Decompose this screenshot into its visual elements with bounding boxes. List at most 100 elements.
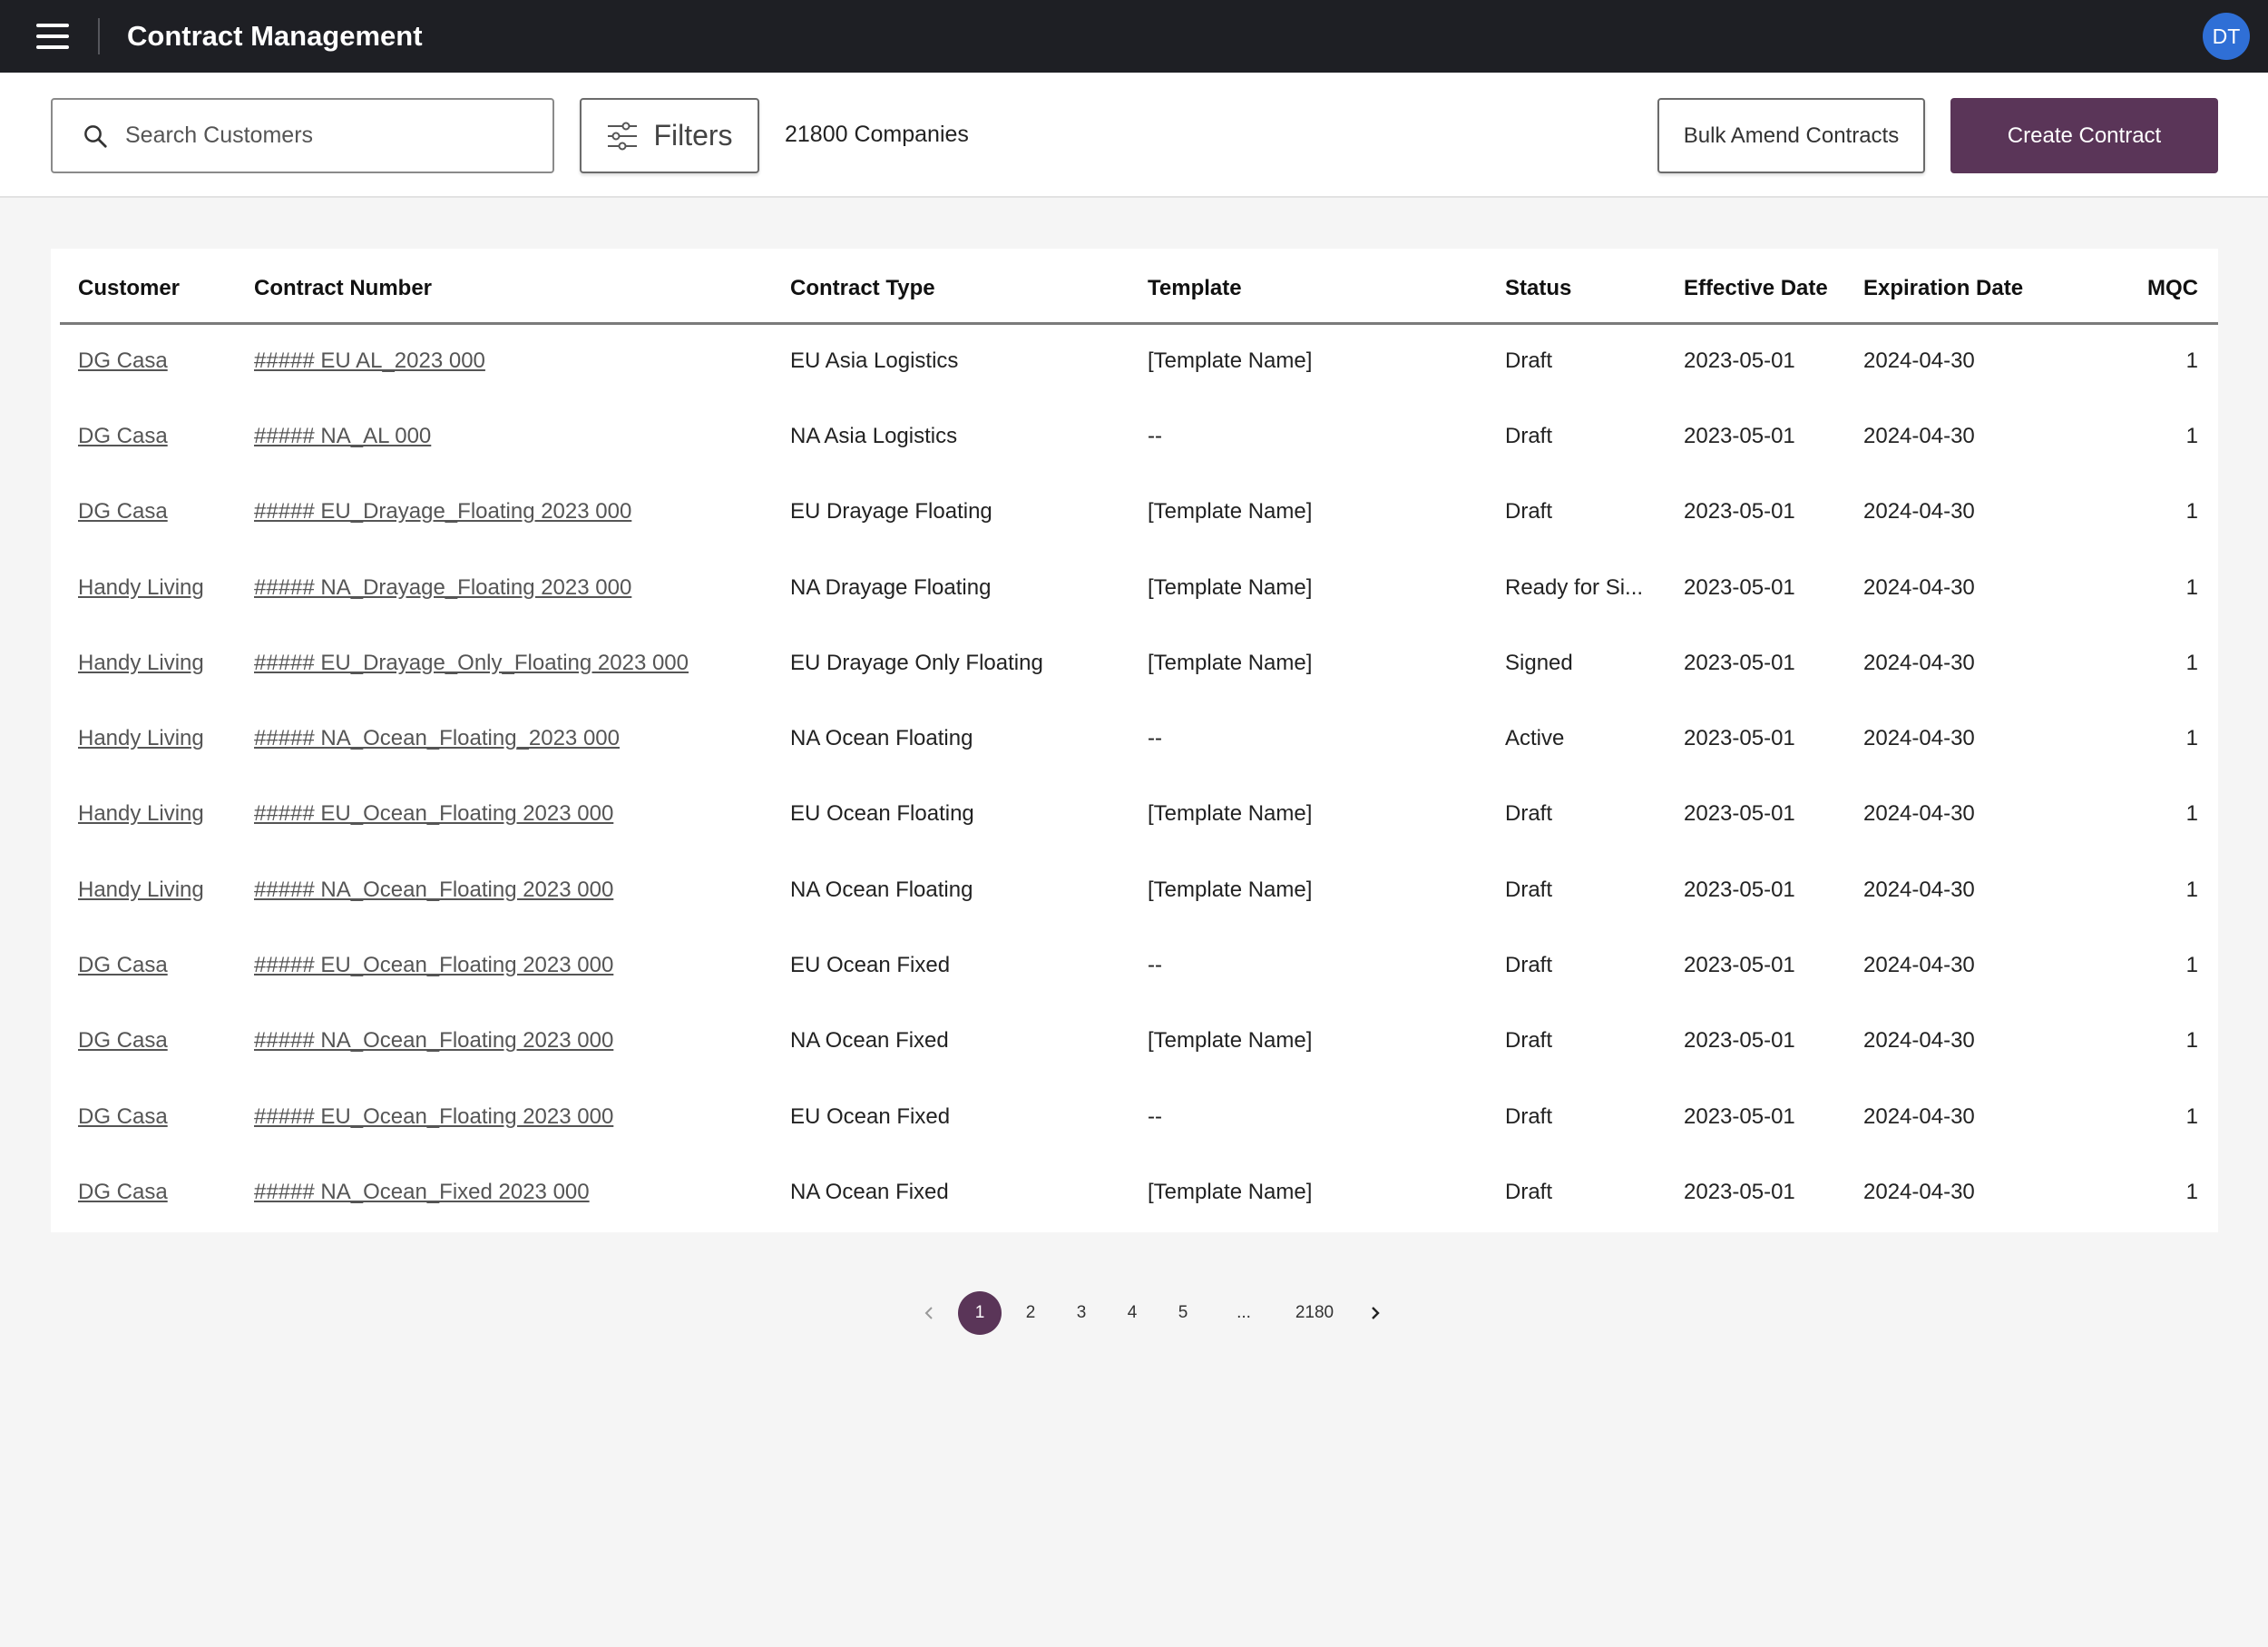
column-header-template[interactable]: Template — [1148, 276, 1242, 301]
cell-template: [Template Name] — [1148, 574, 1313, 600]
cell-template: [Template Name] — [1148, 801, 1313, 827]
filters-button[interactable]: Filters — [580, 98, 759, 173]
contract-number-link[interactable]: ##### NA_Ocean_Floating 2023 000 — [254, 1028, 614, 1054]
cell-contract-number: ##### NA_Ocean_Floating_2023 000 — [254, 701, 790, 776]
cell-effective-date: 2023-05-01 — [1684, 1179, 1795, 1204]
contract-number-link[interactable]: ##### NA_Ocean_Floating_2023 000 — [254, 726, 620, 751]
customer-link[interactable]: Handy Living — [78, 877, 204, 902]
column-header-effective-date[interactable]: Effective Date — [1684, 276, 1828, 301]
cell-mqc: 1 — [2185, 953, 2198, 978]
table-row: DG Casa ##### NA_Ocean_Fixed 2023 000 NA O… — [60, 1154, 2218, 1230]
cell-expiration-date: 2024-04-30 — [1863, 953, 1975, 978]
sliders-icon — [608, 122, 638, 150]
contract-number-link[interactable]: ##### NA_Drayage_Floating 2023 000 — [254, 574, 632, 600]
cell-contract-number: ##### EU_Ocean_Floating 2023 000 — [254, 1079, 790, 1154]
contract-number-link[interactable]: ##### EU_Ocean_Floating 2023 000 — [254, 801, 614, 827]
pagination: 1 2 3 4 5... 2180 — [907, 1291, 1404, 1335]
contract-number-link[interactable]: ##### EU_Ocean_Floating 2023 000 — [254, 953, 614, 978]
column-header-contract-number[interactable]: Contract Number — [254, 276, 433, 301]
cell-status: Draft — [1505, 423, 1553, 448]
page-button[interactable]: 5 — [1178, 1303, 1188, 1322]
cell-effective-date: 2023-05-01 — [1684, 1028, 1795, 1054]
column-header-status[interactable]: Status — [1505, 276, 1572, 301]
cell-template: [Template Name] — [1148, 650, 1313, 675]
table-row: Handy Living ##### NA_Ocean_Floating 2023… — [60, 852, 2218, 927]
cell-contract-type: NA Asia Logistics — [790, 423, 958, 448]
cell-status: Draft — [1505, 1179, 1553, 1204]
cell-effective-date: 2023-05-01 — [1684, 499, 1795, 524]
column-header-expiration-date[interactable]: Expiration Date — [1863, 276, 2024, 301]
customer-link[interactable]: DG Casa — [78, 423, 168, 448]
customer-link[interactable]: DG Casa — [78, 348, 168, 374]
cell-template: [Template Name] — [1148, 348, 1313, 374]
contract-number-link[interactable]: ##### EU_Drayage_Floating 2023 000 — [254, 499, 632, 524]
customer-link[interactable]: DG Casa — [78, 499, 168, 524]
company-count: 21800 Companies — [785, 122, 969, 147]
user-avatar[interactable]: DT — [2203, 13, 2250, 60]
customer-link[interactable]: Handy Living — [78, 726, 204, 751]
contracts-table: Customer Contract Number Contract Type T… — [60, 249, 2218, 1230]
cell-expiration-date: 2024-04-30 — [1863, 574, 1975, 600]
cell-contract-number: ##### EU AL_2023 000 — [254, 323, 790, 398]
cell-customer: DG Casa — [60, 475, 254, 550]
customer-link[interactable]: Handy Living — [78, 801, 204, 827]
contract-number-link[interactable]: ##### EU_Drayage_Only_Floating 2023 000 — [254, 650, 689, 675]
column-header-customer[interactable]: Customer — [78, 276, 181, 301]
customer-link[interactable]: Handy Living — [78, 650, 204, 675]
customer-link[interactable]: DG Casa — [78, 953, 168, 978]
cell-status: Draft — [1505, 348, 1553, 374]
table-row: Handy Living ##### EU_Drayage_Only_Floati… — [60, 625, 2218, 701]
top-bar: Contract Management DT — [0, 0, 2268, 73]
cell-customer: Handy Living — [60, 852, 254, 927]
search-input[interactable] — [125, 123, 552, 149]
page-button[interactable]: 2 — [1025, 1303, 1036, 1322]
app-title: Contract Management — [127, 20, 423, 52]
customer-link[interactable]: DG Casa — [78, 1028, 168, 1054]
column-header-contract-type[interactable]: Contract Type — [790, 276, 935, 301]
page-button[interactable]: 3 — [1076, 1303, 1087, 1322]
cell-effective-date: 2023-05-01 — [1684, 953, 1795, 978]
previous-page-button[interactable] — [907, 1291, 951, 1335]
cell-mqc: 1 — [2185, 1028, 2198, 1054]
cell-contract-type: NA Ocean Floating — [790, 877, 973, 902]
contract-number-link[interactable]: ##### NA_AL 000 — [254, 423, 432, 448]
cell-effective-date: 2023-05-01 — [1684, 650, 1795, 675]
hamburger-menu-icon[interactable] — [27, 11, 78, 62]
filters-label: Filters — [653, 119, 733, 152]
cell-template: -- — [1148, 953, 1162, 978]
cell-mqc: 1 — [2185, 726, 2198, 751]
cell-mqc: 1 — [2185, 877, 2198, 902]
table-row: DG Casa ##### EU_Drayage_Floating 2023 00… — [60, 475, 2218, 550]
contract-number-link[interactable]: ##### EU AL_2023 000 — [254, 348, 485, 374]
cell-mqc: 1 — [2185, 423, 2198, 448]
create-contract-button[interactable]: Create Contract — [1950, 98, 2218, 173]
page-button[interactable]: 4 — [1127, 1303, 1138, 1322]
customer-link[interactable]: Handy Living — [78, 574, 204, 600]
table-row: DG Casa ##### EU_Ocean_Floating 2023 000 E… — [60, 1079, 2218, 1154]
contract-number-link[interactable]: ##### NA_Ocean_Floating 2023 000 — [254, 877, 614, 902]
contract-number-link[interactable]: ##### NA_Ocean_Fixed 2023 000 — [254, 1179, 590, 1204]
page-button[interactable]: 2180 — [1295, 1303, 1334, 1322]
table-row: DG Casa ##### NA_AL 000 NA Asia Logistics -… — [60, 398, 2218, 474]
contract-number-link[interactable]: ##### EU_Ocean_Floating 2023 000 — [254, 1103, 614, 1129]
cell-contract-type: NA Ocean Floating — [790, 726, 973, 751]
cell-contract-number: ##### NA_AL 000 — [254, 398, 790, 474]
cell-status: Signed — [1505, 650, 1573, 675]
page-button[interactable]: 1 — [958, 1291, 1002, 1335]
column-header-mqc[interactable]: MQC — [2147, 276, 2198, 301]
search-box[interactable] — [51, 98, 554, 173]
customer-link[interactable]: DG Casa — [78, 1103, 168, 1129]
cell-status: Draft — [1505, 801, 1553, 827]
cell-status: Draft — [1505, 499, 1553, 524]
table-row: Handy Living ##### NA_Drayage_Floating 20… — [60, 550, 2218, 625]
table-row: DG Casa ##### EU AL_2023 000 EU Asia Logis… — [60, 323, 2218, 398]
toolbar: Filters 21800 Companies Bulk Amend Contr… — [0, 73, 2268, 198]
table-row: DG Casa ##### NA_Ocean_Floating 2023 000 N… — [60, 1004, 2218, 1079]
cell-status: Draft — [1505, 1028, 1553, 1054]
next-page-button[interactable] — [1354, 1291, 1397, 1335]
customer-link[interactable]: DG Casa — [78, 1179, 168, 1204]
bulk-amend-contracts-button[interactable]: Bulk Amend Contracts — [1657, 98, 1925, 173]
cell-customer: Handy Living — [60, 550, 254, 625]
cell-expiration-date: 2024-04-30 — [1863, 801, 1975, 827]
cell-mqc: 1 — [2185, 801, 2198, 827]
